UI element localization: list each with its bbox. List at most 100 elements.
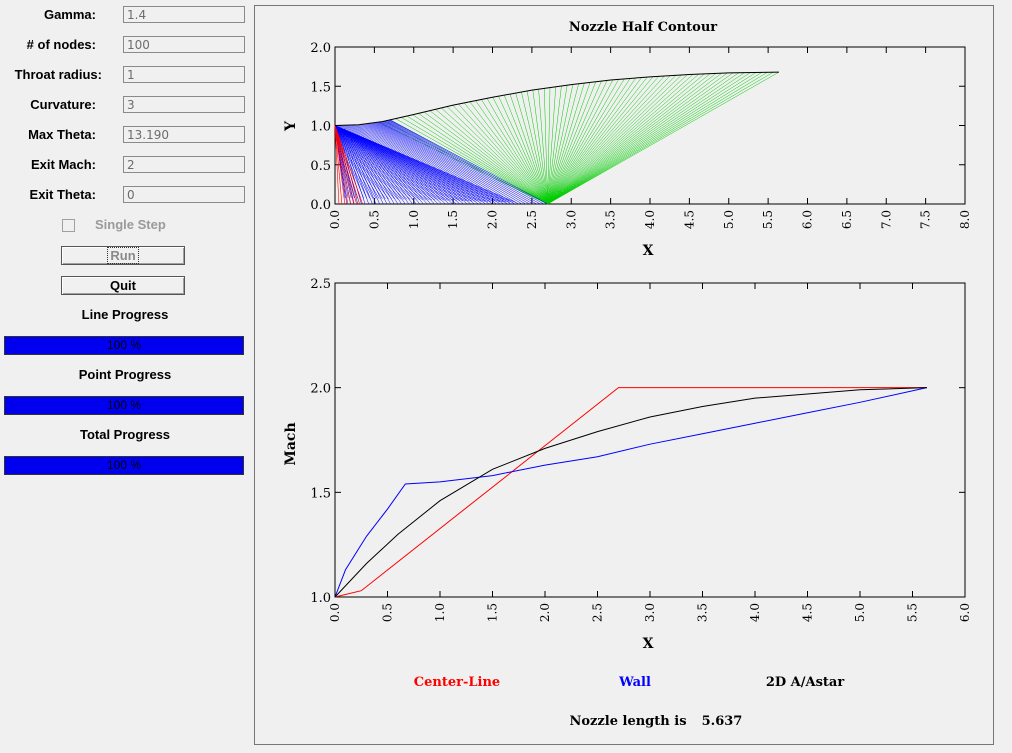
characteristic-line-green — [503, 95, 548, 205]
single-step-checkbox[interactable] — [62, 219, 75, 232]
characteristic-line-green — [547, 72, 728, 205]
characteristic-line-red — [334, 125, 360, 205]
characteristic-line-blue — [385, 120, 534, 205]
point-progress-bar: 100 % — [4, 396, 244, 415]
line-progress-fill — [5, 337, 243, 354]
exit-mach-field[interactable]: 2 — [123, 156, 245, 173]
characteristic-line-green — [547, 81, 597, 205]
mach-x-tick-label: 5.5 — [906, 603, 920, 622]
mach-x-tick-label: 1.0 — [433, 603, 447, 622]
characteristic-line-blue — [334, 125, 398, 200]
characteristic-line-blue — [334, 125, 423, 201]
characteristic-line-green — [547, 86, 562, 205]
contour-x-tick-label: 3.5 — [604, 210, 618, 229]
characteristic-line-green — [412, 114, 548, 205]
area-ratio-series-line — [334, 387, 927, 598]
characteristic-line-green — [547, 85, 568, 205]
contour-x-tick-label: 2.0 — [486, 210, 500, 229]
characteristic-line-green — [547, 80, 608, 205]
characteristic-line-green — [463, 102, 548, 205]
characteristic-line-blue — [334, 125, 377, 199]
contour-x-tick-label: 6.5 — [840, 210, 854, 229]
characteristic-line-red — [334, 125, 352, 205]
characteristic-line-green — [547, 72, 745, 205]
nodes-field[interactable]: 100 — [123, 36, 245, 53]
contour-y-tick-label: 2.0 — [310, 41, 331, 56]
mach-x-axis-label: X — [643, 636, 654, 652]
characteristic-line-green — [547, 82, 591, 205]
characteristic-line-blue — [369, 122, 475, 205]
characteristic-line-green — [547, 72, 734, 205]
characteristic-line-green — [486, 98, 548, 205]
mach-x-tick-label: 3.5 — [696, 603, 710, 622]
max-theta-field[interactable]: 13.190 — [123, 126, 245, 143]
characteristic-line-blue — [378, 121, 508, 205]
characteristic-line-blue — [334, 125, 429, 201]
quit-button[interactable]: Quit — [61, 276, 185, 295]
characteristic-line-blue — [334, 125, 411, 200]
characteristic-line-blue — [334, 125, 383, 199]
mach-x-tick-label: 5.0 — [853, 603, 867, 622]
throat-radius-field[interactable]: 1 — [123, 66, 245, 83]
characteristic-line-green — [547, 80, 602, 205]
characteristic-line-green — [498, 96, 548, 205]
characteristic-line-blue — [334, 125, 414, 200]
characteristic-line-green — [547, 84, 574, 205]
characteristic-line-blue — [334, 125, 451, 201]
characteristic-line-green — [547, 72, 722, 205]
characteristic-line-blue — [384, 120, 530, 205]
characteristic-line-green — [395, 118, 548, 205]
contour-x-tick-label: 1.5 — [446, 210, 460, 229]
characteristic-line-red — [334, 125, 354, 205]
curvature-label: Curvature: — [30, 97, 96, 112]
characteristic-line-red — [334, 125, 349, 205]
characteristic-line-green — [547, 76, 648, 205]
characteristic-line-blue — [358, 124, 435, 205]
characteristic-line-blue — [334, 125, 433, 201]
contour-y-tick-label: 1.0 — [310, 120, 331, 135]
characteristic-line-blue — [334, 125, 448, 201]
characteristic-line-blue — [334, 125, 442, 201]
characteristic-line-green — [547, 72, 762, 205]
characteristic-line-green — [446, 106, 548, 205]
characteristic-line-blue — [334, 125, 445, 201]
characteristic-line-green — [532, 90, 548, 205]
wall-series-line — [334, 387, 927, 598]
characteristic-line-blue — [382, 121, 523, 205]
total-progress-label: Total Progress — [79, 427, 171, 442]
characteristic-line-green — [544, 88, 548, 205]
gamma-field[interactable]: 1.4 — [123, 6, 245, 23]
characteristic-line-green — [481, 99, 548, 205]
characteristic-line-blue — [334, 125, 367, 199]
contour-x-tick-label: 1.0 — [407, 210, 421, 229]
characteristic-line-red — [334, 125, 357, 205]
characteristic-line-blue — [334, 125, 436, 201]
characteristic-line-red — [334, 125, 363, 205]
contour-x-tick-label: 0.0 — [328, 210, 342, 229]
characteristic-line-green — [469, 101, 548, 205]
throat-radius-label: Throat radius: — [14, 67, 102, 82]
legend-area-ratio: 2D A/Astar — [766, 675, 845, 690]
exit-theta-field[interactable]: 0 — [123, 186, 245, 203]
characteristic-line-green — [547, 73, 705, 205]
mach-x-tick-label: 2.0 — [538, 603, 552, 622]
characteristic-line-red — [334, 125, 343, 205]
characteristic-line-blue — [334, 125, 395, 200]
characteristic-line-green — [429, 110, 548, 205]
characteristic-line-green — [547, 72, 739, 205]
line-progress-text: 100 % — [106, 338, 142, 352]
characteristic-line-blue — [334, 125, 380, 199]
contour-y-axis-label: Y — [283, 120, 299, 132]
max-theta-label: Max Theta: — [28, 127, 96, 142]
characteristic-line-blue — [389, 119, 545, 205]
legend-centerline: Center-Line — [414, 675, 500, 690]
characteristic-line-blue — [386, 120, 537, 205]
run-button[interactable]: Run — [61, 246, 185, 265]
mach-x-tick-label: 4.0 — [748, 603, 762, 622]
total-progress-text: 100 % — [106, 458, 142, 472]
contour-y-tick-label: 1.5 — [310, 80, 331, 95]
characteristic-line-green — [547, 83, 579, 205]
curvature-field[interactable]: 3 — [123, 96, 245, 113]
characteristic-line-blue — [334, 125, 386, 199]
characteristic-line-green — [515, 93, 548, 205]
